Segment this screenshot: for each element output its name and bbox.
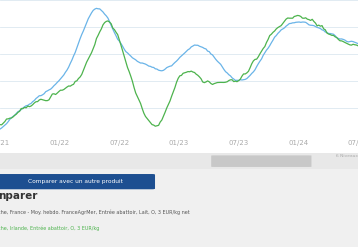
Text: nparer: nparer [0, 191, 38, 201]
Text: 6 Niveaux: 6 Niveaux [336, 154, 358, 158]
Text: 01/22: 01/22 [50, 140, 70, 146]
Text: 07/21: 07/21 [0, 140, 10, 146]
FancyBboxPatch shape [0, 174, 155, 189]
Text: 01/24: 01/24 [288, 140, 308, 146]
Text: 07/23: 07/23 [228, 140, 249, 146]
FancyBboxPatch shape [211, 155, 311, 167]
Text: 01/23: 01/23 [169, 140, 189, 146]
Text: Comparer avec un autre produit: Comparer avec un autre produit [28, 179, 123, 184]
Text: che, Irlande, Entrée abattoir, O, 3 EUR/kg: che, Irlande, Entrée abattoir, O, 3 EUR/… [0, 225, 100, 231]
Text: 07/22: 07/22 [109, 140, 129, 146]
Text: che, France - Moy. hebdo. FranceAgrMer, Entrée abattoir, Lait, O, 3 EUR/kg net: che, France - Moy. hebdo. FranceAgrMer, … [0, 210, 190, 215]
Text: 07/24: 07/24 [348, 140, 358, 146]
